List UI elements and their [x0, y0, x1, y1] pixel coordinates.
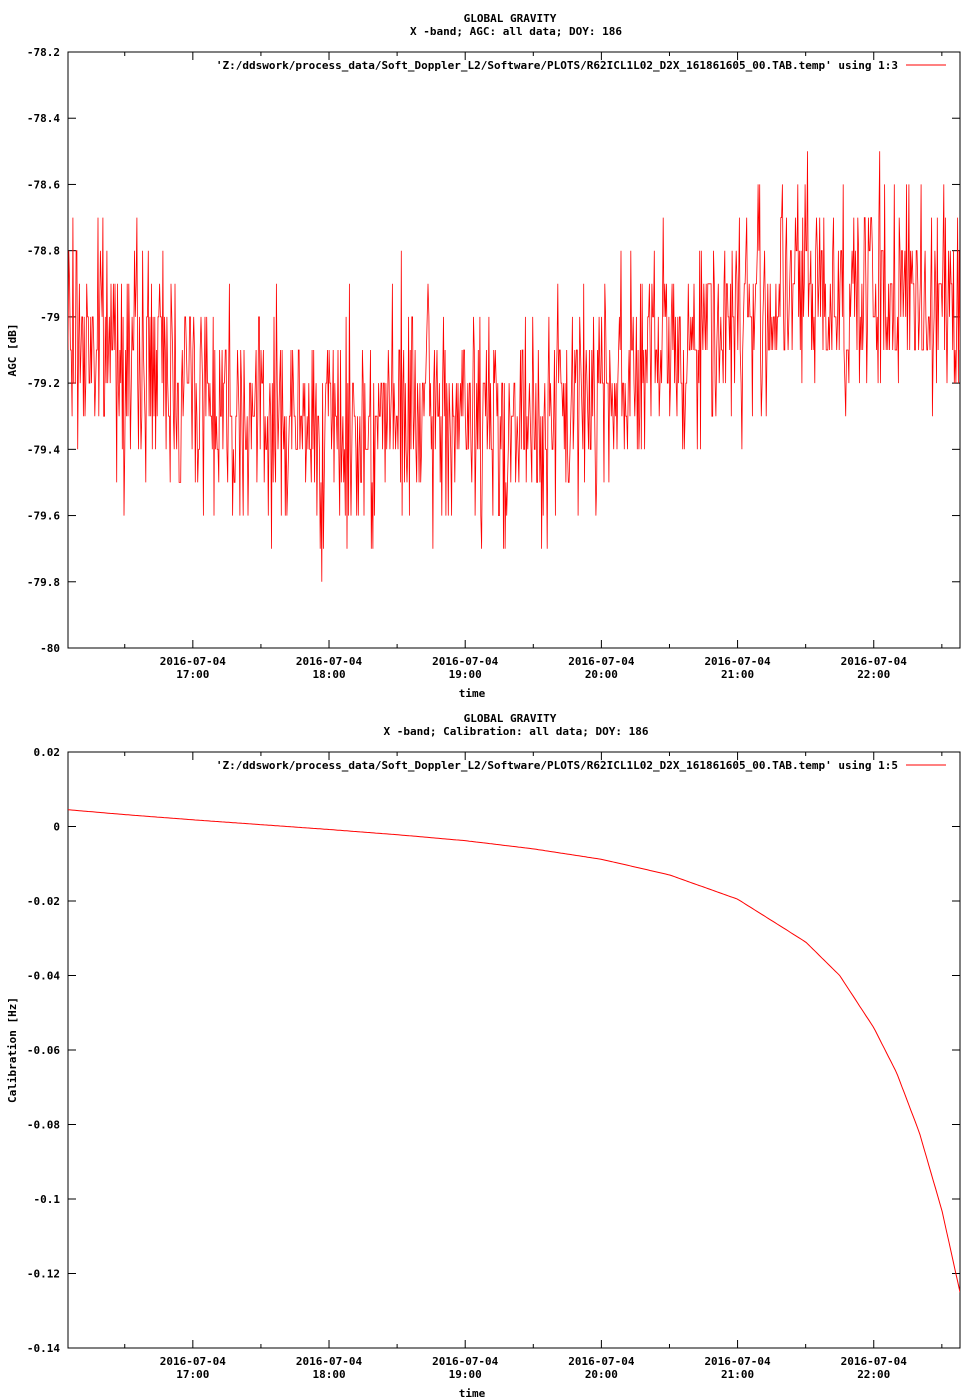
y-tick-label: -78.4 — [27, 112, 60, 125]
chart-title: GLOBAL GRAVITY — [464, 12, 557, 25]
y-tick-label: -78.8 — [27, 245, 60, 258]
x-tick-time: 21:00 — [721, 1368, 754, 1381]
y-tick-label: -0.06 — [27, 1044, 60, 1057]
y-tick-label: -80 — [40, 642, 60, 655]
legend-label: 'Z:/ddswork/process_data/Soft_Doppler_L2… — [216, 59, 898, 72]
x-tick-time: 17:00 — [176, 1368, 209, 1381]
x-axis-label: time — [459, 687, 486, 700]
y-tick-label: -78.6 — [27, 178, 60, 191]
x-tick-date: 2016-07-04 — [704, 1355, 771, 1368]
y-tick-label: -79.4 — [27, 443, 60, 456]
y-tick-label: -0.12 — [27, 1268, 60, 1281]
y-tick-label: -78.2 — [27, 46, 60, 59]
x-tick-time: 17:00 — [176, 668, 209, 681]
x-axis-label: time — [459, 1387, 486, 1400]
y-tick-label: -0.08 — [27, 1119, 60, 1132]
chart-subtitle: X -band; AGC: all data; DOY: 186 — [410, 25, 622, 38]
legend-label: 'Z:/ddswork/process_data/Soft_Doppler_L2… — [216, 759, 898, 772]
x-tick-date: 2016-07-04 — [568, 1355, 635, 1368]
x-tick-date: 2016-07-04 — [160, 655, 227, 668]
y-tick-label: -0.04 — [27, 970, 60, 983]
x-tick-date: 2016-07-04 — [568, 655, 635, 668]
x-tick-time: 18:00 — [312, 1368, 345, 1381]
x-tick-time: 21:00 — [721, 668, 754, 681]
x-tick-time: 22:00 — [857, 668, 890, 681]
y-axis-label: Calibration [Hz] — [6, 997, 19, 1103]
x-tick-time: 18:00 — [312, 668, 345, 681]
x-tick-time: 20:00 — [585, 668, 618, 681]
plot-frame — [67, 751, 961, 1349]
y-tick-label: -79.2 — [27, 377, 60, 390]
series-line — [68, 809, 960, 1293]
x-tick-time: 22:00 — [857, 1368, 890, 1381]
x-tick-date: 2016-07-04 — [296, 1355, 363, 1368]
chart-title: GLOBAL GRAVITY — [464, 712, 557, 725]
x-tick-date: 2016-07-04 — [841, 1355, 908, 1368]
x-tick-date: 2016-07-04 — [432, 1355, 499, 1368]
y-tick-label: -79 — [40, 311, 60, 324]
x-tick-date: 2016-07-04 — [841, 655, 908, 668]
y-tick-label: 0.02 — [34, 746, 61, 759]
x-tick-date: 2016-07-04 — [432, 655, 499, 668]
y-tick-label: -79.8 — [27, 576, 60, 589]
y-tick-label: -79.6 — [27, 510, 60, 523]
x-tick-time: 20:00 — [585, 1368, 618, 1381]
y-tick-label: -0.02 — [27, 895, 60, 908]
chart-subtitle: X -band; Calibration: all data; DOY: 186 — [384, 725, 649, 738]
y-tick-label: 0 — [53, 821, 60, 834]
x-tick-date: 2016-07-04 — [704, 655, 771, 668]
y-axis-label: AGC [dB] — [6, 324, 19, 377]
x-tick-date: 2016-07-04 — [296, 655, 363, 668]
x-tick-date: 2016-07-04 — [160, 1355, 227, 1368]
y-tick-label: -0.1 — [34, 1193, 61, 1206]
x-tick-time: 19:00 — [449, 668, 482, 681]
x-tick-time: 19:00 — [449, 1368, 482, 1381]
y-tick-label: -0.14 — [27, 1342, 60, 1355]
series-line — [68, 151, 960, 582]
